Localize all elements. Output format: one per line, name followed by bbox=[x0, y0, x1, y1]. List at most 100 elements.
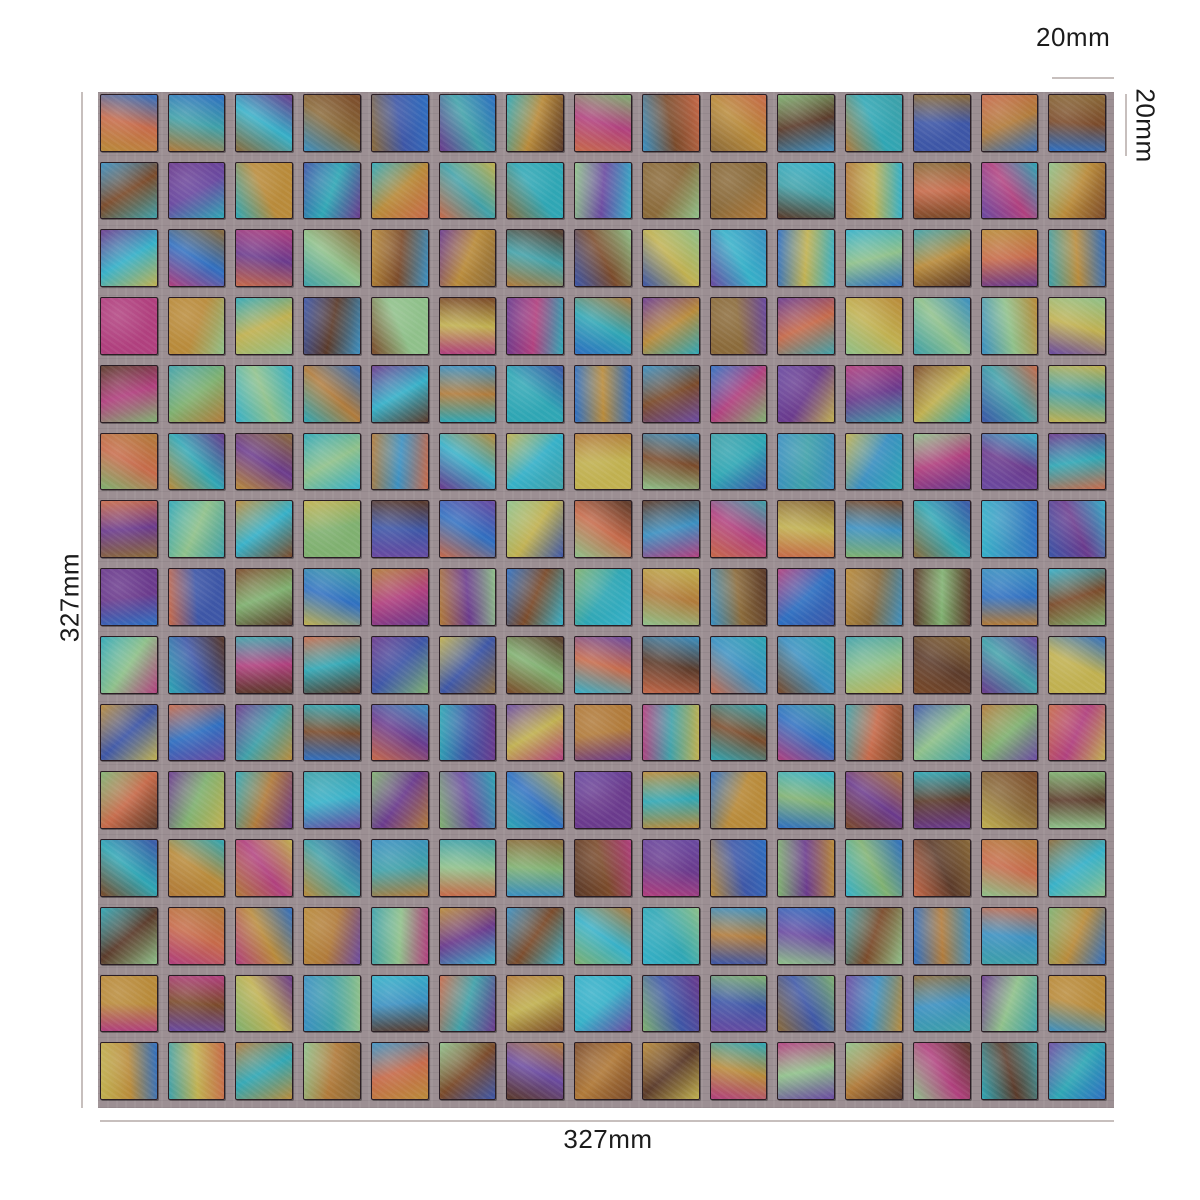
glass-tile bbox=[100, 364, 158, 423]
tile-cell bbox=[166, 498, 234, 566]
tile-cell bbox=[979, 702, 1047, 770]
glass-tile bbox=[777, 432, 836, 491]
glass-tile bbox=[845, 635, 903, 694]
glass-tile bbox=[777, 229, 836, 288]
tile-cell bbox=[979, 973, 1047, 1041]
tile-cell bbox=[1046, 702, 1114, 770]
glass-tile bbox=[777, 1042, 836, 1100]
glass-tile bbox=[370, 568, 429, 626]
glass-tile bbox=[167, 297, 226, 355]
tile-cell bbox=[98, 227, 166, 295]
tile-cell bbox=[437, 769, 505, 837]
glass-tile bbox=[709, 229, 768, 288]
glass-tile bbox=[574, 703, 632, 762]
tile-cell bbox=[708, 905, 776, 973]
glass-tile bbox=[506, 974, 565, 1033]
tile-cell bbox=[911, 973, 979, 1041]
tile-cell bbox=[1046, 363, 1114, 431]
glass-tile bbox=[574, 94, 632, 152]
glass-tile bbox=[912, 974, 971, 1033]
glass-tile bbox=[912, 906, 971, 965]
tile-cell bbox=[504, 837, 572, 905]
tile-cell bbox=[843, 634, 911, 702]
glass-tile bbox=[303, 297, 361, 355]
tile-cell bbox=[233, 769, 301, 837]
glass-tile bbox=[912, 500, 971, 559]
tile-cell bbox=[437, 702, 505, 770]
glass-tile bbox=[506, 703, 565, 762]
tile-cell bbox=[504, 363, 572, 431]
tile-cell bbox=[640, 431, 708, 499]
glass-tile bbox=[912, 94, 971, 152]
glass-tile bbox=[167, 703, 226, 762]
glass-tile bbox=[574, 568, 632, 626]
glass-tile bbox=[641, 1042, 700, 1100]
glass-tile bbox=[777, 297, 836, 355]
tile-cell bbox=[640, 634, 708, 702]
glass-tile bbox=[506, 839, 565, 897]
glass-tile bbox=[303, 906, 361, 965]
glass-tile bbox=[370, 432, 429, 491]
tile-cell bbox=[504, 227, 572, 295]
glass-tile bbox=[709, 974, 768, 1033]
sheet-height-label: 327mm bbox=[54, 552, 85, 643]
tile-cell bbox=[843, 566, 911, 634]
tile-cell bbox=[166, 1040, 234, 1108]
glass-tile bbox=[370, 839, 429, 897]
tile-cell bbox=[301, 702, 369, 770]
glass-tile bbox=[438, 297, 497, 355]
glass-tile bbox=[777, 635, 836, 694]
tile-cell bbox=[843, 905, 911, 973]
glass-tile bbox=[370, 364, 429, 423]
glass-tile bbox=[980, 839, 1039, 897]
tile-cell bbox=[1046, 295, 1114, 363]
tile-cell bbox=[504, 566, 572, 634]
tile-cell bbox=[301, 566, 369, 634]
tile-cell bbox=[640, 973, 708, 1041]
tile-cell bbox=[301, 837, 369, 905]
tile-cell bbox=[911, 431, 979, 499]
tile-cell bbox=[98, 973, 166, 1041]
tile-cell bbox=[708, 634, 776, 702]
glass-tile bbox=[641, 500, 700, 559]
glass-tile bbox=[912, 703, 971, 762]
glass-tile bbox=[100, 94, 158, 152]
glass-tile bbox=[167, 635, 226, 694]
glass-tile bbox=[574, 432, 632, 491]
glass-tile bbox=[303, 432, 361, 491]
tile-cell bbox=[369, 1040, 437, 1108]
tile-cell bbox=[301, 973, 369, 1041]
tile-cell bbox=[504, 160, 572, 228]
tile-cell bbox=[98, 1040, 166, 1108]
tile-cell bbox=[640, 227, 708, 295]
glass-tile bbox=[438, 161, 497, 220]
glass-tile bbox=[303, 364, 361, 423]
glass-tile bbox=[845, 94, 903, 152]
tile-cell bbox=[166, 363, 234, 431]
tile-cell bbox=[301, 431, 369, 499]
tile-cell bbox=[572, 837, 640, 905]
glass-tile bbox=[709, 703, 768, 762]
glass-tile bbox=[980, 500, 1039, 559]
tile-cell bbox=[301, 363, 369, 431]
tile-cell bbox=[1046, 1040, 1114, 1108]
tile-cell bbox=[708, 973, 776, 1041]
tile-cell bbox=[843, 431, 911, 499]
tile-cell bbox=[911, 905, 979, 973]
glass-tile bbox=[303, 1042, 361, 1100]
tile-cell bbox=[437, 363, 505, 431]
tile-cell bbox=[369, 227, 437, 295]
glass-tile bbox=[980, 297, 1039, 355]
tile-cell bbox=[504, 973, 572, 1041]
tile-cell bbox=[708, 702, 776, 770]
glass-tile bbox=[303, 635, 361, 694]
glass-tile bbox=[100, 432, 158, 491]
tile-cell bbox=[572, 905, 640, 973]
tile-cell bbox=[233, 973, 301, 1041]
glass-tile bbox=[1048, 974, 1106, 1033]
tile-cell bbox=[979, 837, 1047, 905]
glass-tile bbox=[438, 839, 497, 897]
glass-tile bbox=[370, 161, 429, 220]
glass-tile bbox=[235, 364, 294, 423]
glass-tile bbox=[235, 839, 294, 897]
